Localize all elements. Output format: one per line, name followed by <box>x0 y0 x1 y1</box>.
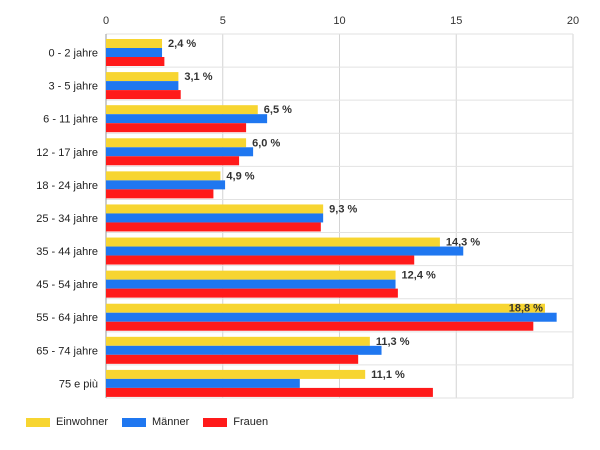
bar-einwohner <box>106 72 179 82</box>
bar-männer <box>106 180 226 190</box>
category-label: 35 - 44 jahre <box>36 246 98 258</box>
bar-männer <box>106 312 557 322</box>
bar-einwohner <box>106 204 324 214</box>
bar-einwohner <box>106 336 370 346</box>
data-label: 6,0 % <box>252 137 280 149</box>
data-label: 6,5 % <box>264 104 292 116</box>
x-tick-label: 20 <box>567 15 579 27</box>
bar-frauen <box>106 90 181 100</box>
legend-label: Einwohner <box>56 416 108 428</box>
data-label: 14,3 % <box>446 237 480 249</box>
bar-frauen <box>106 321 534 331</box>
data-label: 18,8 % <box>509 303 543 315</box>
x-tick-label: 5 <box>220 15 226 27</box>
category-label: 65 - 74 jahre <box>36 345 98 357</box>
category-label: 3 - 5 jahre <box>48 81 98 93</box>
data-label: 4,9 % <box>226 170 254 182</box>
bar-einwohner <box>106 237 440 247</box>
category-label: 25 - 34 jahre <box>36 213 98 225</box>
category-labels: 0 - 2 jahre 3 - 5 jahre 6 - 11 jahre 12 - 1… <box>36 48 98 391</box>
bar-männer <box>106 81 179 91</box>
bar-frauen <box>106 189 214 199</box>
category-label: 12 - 17 jahre <box>36 147 98 159</box>
category-label: 0 - 2 jahre <box>48 48 98 60</box>
legend: Einwohner Männer Frauen <box>26 416 268 428</box>
x-axis-ticks: 0 5 10 15 20 <box>103 15 579 27</box>
data-label: 3,1 % <box>184 71 212 83</box>
bar-männer <box>106 345 382 355</box>
bar-männer <box>106 147 254 157</box>
bar-einwohner <box>106 39 163 48</box>
bar-frauen <box>106 255 415 265</box>
category-label: 55 - 64 jahre <box>36 312 98 324</box>
bar-frauen <box>106 387 433 397</box>
bar-männer <box>106 213 324 223</box>
data-label: 12,4 % <box>402 270 436 282</box>
data-label: 11,1 % <box>371 369 405 381</box>
bar-frauen <box>106 222 321 232</box>
bar-einwohner <box>106 270 396 280</box>
category-label: 45 - 54 jahre <box>36 279 98 291</box>
data-labels: 2,4 % 3,1 % 6,5 % 6,0 % 4,9 % 9,3 % 14,3 % 12,4… <box>168 38 543 381</box>
data-label: 2,4 % <box>168 38 196 50</box>
legend-swatch <box>203 417 228 427</box>
legend-item: Frauen <box>203 416 268 428</box>
x-tick-label: 15 <box>450 15 462 27</box>
bar-frauen <box>106 288 398 298</box>
category-label: 75 e più <box>59 378 98 390</box>
bar-einwohner <box>106 105 258 115</box>
data-label: 9,3 % <box>329 203 357 215</box>
bar-einwohner <box>106 138 247 148</box>
bar-frauen <box>106 354 359 364</box>
legend-swatch <box>121 417 146 427</box>
bar-männer <box>106 114 268 124</box>
bar-frauen <box>106 123 247 133</box>
x-tick-label: 10 <box>333 15 345 27</box>
legend-label: Frauen <box>233 416 269 428</box>
x-tick-label: 0 <box>103 15 109 27</box>
bar-einwohner <box>106 369 366 379</box>
bar-einwohner <box>106 171 221 181</box>
category-label: 18 - 24 jahre <box>36 180 98 192</box>
category-label: 6 - 11 jahre <box>43 114 98 126</box>
bar-frauen <box>106 156 240 166</box>
legend-label: Männer <box>151 416 190 428</box>
bar-männer <box>106 246 464 256</box>
legend-item: Männer <box>121 416 190 428</box>
bar-frauen <box>106 57 165 66</box>
bar-männer <box>106 48 163 57</box>
legend-swatch <box>26 417 50 427</box>
bar-männer <box>106 378 300 388</box>
data-label: 11,3 % <box>376 336 410 348</box>
bar-männer <box>106 279 396 289</box>
bar-einwohner <box>106 303 545 313</box>
bars <box>106 39 557 397</box>
legend-item: Einwohner <box>26 416 108 428</box>
